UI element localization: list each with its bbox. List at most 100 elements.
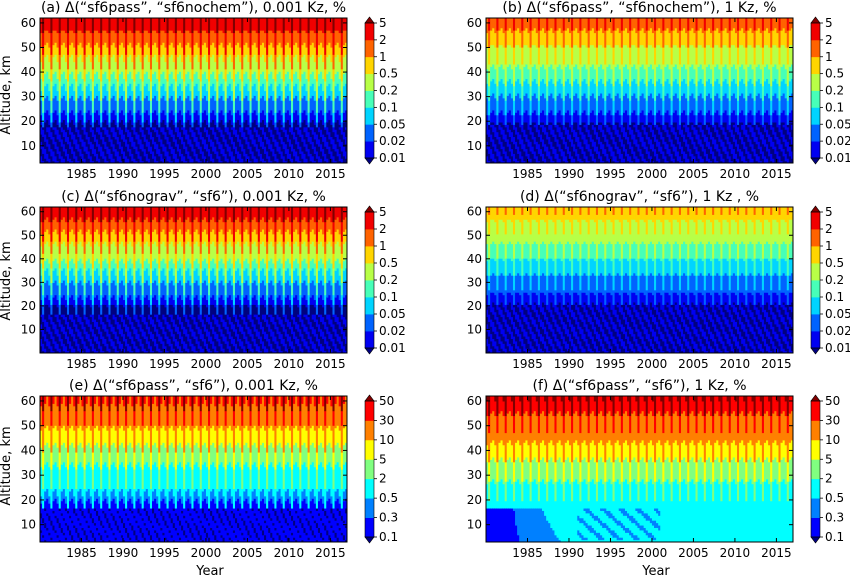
heatmap-cell	[691, 124, 695, 130]
heatmap-cell	[322, 32, 325, 48]
heatmap-cell	[85, 331, 89, 339]
heatmap-cell	[60, 297, 64, 305]
heatmap-cell	[506, 121, 510, 125]
heatmap-cell	[87, 30, 91, 43]
heatmap-cell	[614, 134, 618, 142]
heatmap-cell	[85, 207, 89, 220]
heatmap-cell	[166, 126, 170, 130]
heatmap-cell	[647, 126, 651, 138]
heatmap-cell	[69, 18, 72, 31]
heatmap-cell	[643, 134, 647, 142]
heatmap-cell	[751, 83, 755, 99]
heatmap-cell	[633, 158, 636, 163]
heatmap-cell	[678, 148, 682, 157]
heatmap-cell	[64, 100, 68, 116]
heatmap-cell	[716, 121, 719, 130]
x-tick-label: 2015	[761, 167, 792, 181]
heatmap-cell	[133, 158, 137, 163]
heatmap-cell	[571, 131, 574, 140]
heatmap-cell	[666, 18, 670, 29]
heatmap-cell	[193, 141, 197, 150]
heatmap-cell	[46, 131, 49, 140]
heatmap-cell	[48, 221, 51, 235]
heatmap-cell	[75, 267, 78, 284]
heatmap-cell	[183, 100, 186, 113]
heatmap-cell	[548, 80, 551, 96]
heatmap-cell	[172, 148, 176, 159]
heatmap-cell	[519, 83, 522, 99]
heatmap-cell	[660, 114, 663, 125]
heatmap-cell	[618, 134, 622, 142]
heatmap-cell	[768, 141, 771, 150]
heatmap-cell	[556, 112, 560, 123]
heatmap-cell	[214, 100, 217, 116]
heatmap-cell	[788, 44, 792, 67]
heatmap-cell	[770, 160, 773, 163]
heatmap-cell	[280, 18, 284, 34]
heatmap-cell	[500, 155, 504, 163]
heatmap-cell	[786, 47, 790, 65]
heatmap-cell	[210, 138, 213, 147]
heatmap-cell	[672, 80, 676, 96]
heatmap-cell	[651, 97, 655, 116]
heatmap-cell	[770, 18, 773, 31]
heatmap-cell	[156, 136, 159, 145]
heatmap-cell	[129, 131, 132, 142]
heatmap-cell	[42, 335, 45, 344]
heatmap-field	[40, 18, 347, 163]
heatmap-cell	[301, 112, 305, 123]
heatmap-cell	[313, 153, 317, 162]
heatmap-cell	[110, 44, 114, 58]
heatmap-cell	[278, 71, 282, 84]
heatmap-cell	[604, 141, 607, 150]
heatmap-cell	[222, 114, 226, 125]
heatmap-cell	[550, 155, 553, 163]
heatmap-cell	[336, 119, 340, 135]
heatmap-cell	[79, 304, 83, 318]
heatmap-cell	[79, 280, 83, 296]
heatmap-cell	[749, 153, 753, 163]
heatmap-cell	[122, 326, 126, 335]
heatmap-cell	[251, 30, 255, 46]
heatmap-cell	[529, 126, 533, 135]
panel-title: (a) Δ(“sf6pass”, “sf6nochem”), 0.001 Kz,…	[41, 0, 346, 16]
heatmap-cell	[181, 18, 184, 34]
heatmap-cell	[722, 150, 726, 159]
heatmap-cell	[243, 85, 246, 99]
heatmap-cell	[79, 95, 83, 111]
heatmap-cell	[160, 350, 163, 353]
heatmap-cell	[784, 18, 788, 34]
heatmap-cell	[205, 32, 209, 48]
heatmap-cell	[305, 78, 309, 92]
heatmap-cell	[556, 30, 560, 46]
heatmap-cell	[75, 68, 78, 82]
heatmap-cell	[575, 27, 578, 46]
heatmap-cell	[42, 153, 45, 162]
heatmap-cell	[166, 282, 170, 296]
heatmap-cell	[581, 138, 585, 147]
heatmap-cell	[629, 63, 632, 87]
heatmap-cell	[40, 126, 43, 135]
heatmap-cell	[641, 146, 645, 154]
heatmap-cell	[112, 158, 116, 163]
heatmap-cell	[604, 85, 607, 101]
heatmap-cell	[315, 32, 319, 55]
heatmap-cell	[83, 221, 87, 242]
heatmap-cell	[156, 245, 159, 264]
heatmap-cell	[664, 66, 668, 82]
heatmap-cell	[600, 92, 603, 111]
heatmap-cell	[705, 146, 709, 154]
heatmap-cell	[120, 328, 124, 337]
heatmap-cell	[241, 136, 244, 145]
heatmap-cell	[577, 18, 580, 34]
heatmap-cell	[342, 121, 346, 133]
heatmap-cell	[299, 160, 302, 163]
heatmap-cell	[110, 153, 114, 163]
heatmap-cell	[492, 131, 495, 140]
heatmap-cell	[334, 136, 338, 145]
heatmap-cell	[591, 18, 595, 29]
heatmap-cell	[54, 323, 58, 335]
heatmap-cell	[293, 131, 296, 140]
heatmap-cell	[788, 18, 792, 31]
heatmap-cell	[79, 228, 83, 242]
